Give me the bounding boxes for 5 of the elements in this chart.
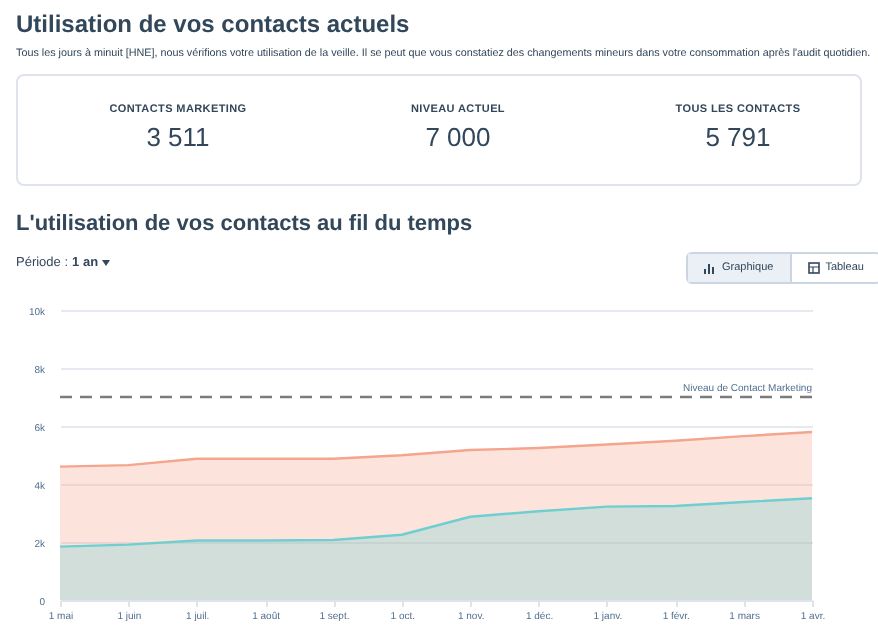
- text: 3 511: [144, 122, 212, 152]
- chart-title: Utilisation de vos contacts actuels: [16, 10, 410, 38]
- text: 7 000: [423, 122, 493, 152]
- text: L'utilisation de vos contacts au fil du temps: [16, 212, 473, 236]
- text: 5 791: [703, 122, 773, 152]
